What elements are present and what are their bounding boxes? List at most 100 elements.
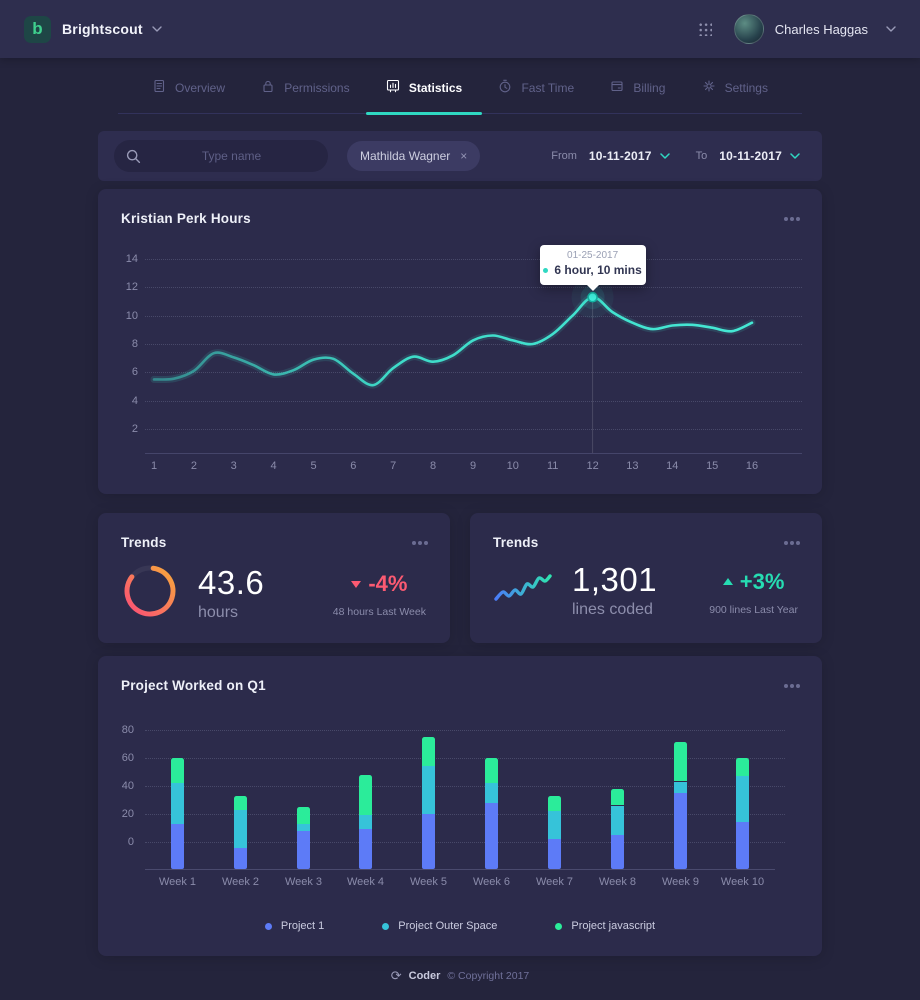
bar-week-6-project-outer-space[interactable] <box>485 783 498 803</box>
hours-value: 43.6 <box>198 563 265 601</box>
trend-lines-body: 1,301 lines coded +3% 900 lines Last Yea… <box>494 563 798 619</box>
bar-week-1-project-1[interactable] <box>171 823 184 869</box>
footer-brand: Coder <box>408 969 441 982</box>
tooltip-value: 6 hour, 10 mins <box>540 263 646 277</box>
bar-week-6-project-javascript[interactable] <box>485 757 498 783</box>
bar-week-7-project-javascript[interactable] <box>548 795 561 812</box>
tab-statistics[interactable]: Statistics <box>365 58 483 115</box>
bar-week-3-project-javascript[interactable] <box>297 806 310 824</box>
lock-icon <box>261 79 275 96</box>
legend-item-project-outer-space[interactable]: Project Outer Space <box>382 920 497 932</box>
legend-item-project-1[interactable]: Project 1 <box>264 920 324 932</box>
bar-week-8-project-javascript[interactable] <box>611 788 624 806</box>
trend-hours-more-menu-icon[interactable] <box>418 541 422 545</box>
y-tick-label: 0 <box>127 836 134 848</box>
x-tick-label: 9 <box>469 460 477 472</box>
tab-billing[interactable]: Billing <box>606 58 669 113</box>
tab-overview[interactable]: Overview <box>148 58 229 113</box>
bar-week-8-project-1[interactable] <box>611 835 624 869</box>
y-gridline <box>145 315 802 317</box>
y-gridline <box>145 287 802 289</box>
legend-item-project-javascript[interactable]: Project javascript <box>555 920 655 932</box>
lines-delta: +3% <box>709 569 798 595</box>
hours-donut-chart <box>122 563 178 624</box>
trend-lines-title: Trends <box>493 535 539 550</box>
trend-lines-more-menu-icon[interactable] <box>790 541 794 545</box>
bar-week-8-project-outer-space[interactable] <box>611 805 624 835</box>
highlight-point[interactable] <box>587 291 598 303</box>
y-gridline <box>145 757 785 759</box>
bar-week-3-project-1[interactable] <box>297 830 310 869</box>
y-tick-label: 14 <box>125 252 138 265</box>
bar-week-7-project-outer-space[interactable] <box>548 811 561 840</box>
x-tick-label: 2 <box>190 460 197 472</box>
bar-week-7-project-1[interactable] <box>548 839 561 869</box>
x-tick-label: Week 5 <box>409 876 448 888</box>
to-date-value[interactable]: 10-11-2017 <box>719 149 782 163</box>
x-tick-label: Week 7 <box>535 876 574 888</box>
hours-line-chart: 2 4 6 8 10 12 14 1 2 3 4 5 6 7 8 9 10 11 12 13 14 15 16 01-25-2… <box>98 189 822 494</box>
bar-week-9-project-outer-space[interactable] <box>674 781 687 793</box>
lines-delta-value: +3% <box>739 568 785 594</box>
x-tick-label: 10 <box>506 460 519 472</box>
projects-card-more-menu-icon[interactable] <box>790 684 794 688</box>
bar-week-10-project-outer-space[interactable] <box>736 776 749 823</box>
chip-remove-icon[interactable]: × <box>460 149 468 163</box>
legend-label: Project Outer Space <box>398 920 498 932</box>
x-tick-label: Week 6 <box>472 876 511 888</box>
bar-week-9-project-javascript[interactable] <box>674 742 687 782</box>
x-tick-label: 12 <box>586 460 599 472</box>
tab-permissions[interactable]: Permissions <box>257 58 353 113</box>
bar-week-4-project-outer-space[interactable] <box>359 815 372 830</box>
user-avatar[interactable] <box>733 14 764 44</box>
bar-week-2-project-outer-space[interactable] <box>234 809 247 848</box>
user-name: Charles Haggas <box>774 21 868 37</box>
brand-chevron-down-icon[interactable] <box>152 26 162 32</box>
bar-week-10-project-1[interactable] <box>736 822 749 869</box>
bar-week-9-project-1[interactable] <box>674 792 687 869</box>
legend-label: Project javascript <box>571 920 656 932</box>
apps-grid-icon[interactable] <box>697 22 712 36</box>
bar-week-5-project-1[interactable] <box>422 813 435 869</box>
hours-card-more-menu-icon[interactable] <box>790 217 794 221</box>
search-field[interactable] <box>114 140 328 172</box>
search-input[interactable] <box>145 148 318 164</box>
brightscout-logo-icon[interactable]: b <box>24 15 51 43</box>
bar-week-6-project-1[interactable] <box>485 802 498 869</box>
bar-week-4-project-javascript[interactable] <box>359 774 372 816</box>
lines-unit: lines coded <box>572 601 653 618</box>
bar-week-1-project-outer-space[interactable] <box>171 783 184 824</box>
bar-week-4-project-1[interactable] <box>359 829 372 869</box>
gear-icon <box>702 79 716 96</box>
bar-week-10-project-javascript[interactable] <box>736 757 749 776</box>
y-gridline <box>145 258 802 260</box>
legend-dot-icon <box>555 922 563 930</box>
triangle-down-icon <box>351 580 362 588</box>
date-range-controls: From 10-11-2017 To 10-11-2017 <box>551 149 806 163</box>
bar-week-5-project-outer-space[interactable] <box>422 766 435 814</box>
x-tick-label: 4 <box>270 460 277 472</box>
filter-chip-mathilda-wagner[interactable]: Mathilda Wagner × <box>347 141 481 171</box>
bar-week-5-project-javascript[interactable] <box>422 736 435 767</box>
bar-week-3-project-outer-space[interactable] <box>297 823 310 831</box>
tab-fast-time[interactable]: Fast Time <box>494 58 578 113</box>
y-gridline <box>145 344 802 345</box>
hours-delta-value: -4% <box>368 571 408 596</box>
x-tick-label: Week 3 <box>284 876 323 888</box>
from-date-chevron-down-icon[interactable] <box>659 153 670 159</box>
x-tick-label: 5 <box>310 460 317 472</box>
bar-week-2-project-1[interactable] <box>234 847 247 869</box>
to-date-chevron-down-icon[interactable] <box>790 153 800 159</box>
tab-label: Settings <box>724 80 768 95</box>
hours-delta: -4% <box>333 571 426 597</box>
y-gridline <box>145 785 785 787</box>
tab-settings[interactable]: Settings <box>698 58 772 113</box>
bar-week-1-project-javascript[interactable] <box>171 757 184 783</box>
from-date-value[interactable]: 10-11-2017 <box>588 149 652 163</box>
user-chevron-down-icon[interactable] <box>886 26 896 32</box>
y-gridline <box>145 372 802 374</box>
x-tick-label: Week 2 <box>221 876 260 888</box>
bar-week-2-project-javascript[interactable] <box>234 795 247 810</box>
x-tick-label: Week 1 <box>158 876 197 888</box>
